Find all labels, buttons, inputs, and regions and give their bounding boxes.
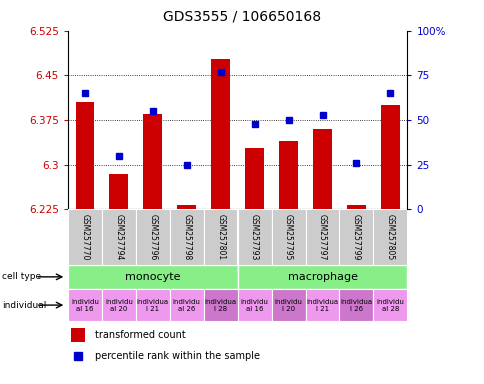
Bar bbox=[169, 209, 203, 265]
Bar bbox=[380, 105, 399, 209]
Bar bbox=[347, 205, 365, 209]
Bar bbox=[143, 114, 162, 209]
Bar bbox=[237, 209, 271, 265]
Bar bbox=[68, 289, 102, 321]
Bar bbox=[211, 59, 229, 209]
Bar bbox=[68, 209, 102, 265]
Bar bbox=[237, 265, 407, 289]
Bar bbox=[271, 289, 305, 321]
Bar bbox=[177, 205, 196, 209]
Bar bbox=[279, 141, 297, 209]
Text: individu
al 16: individu al 16 bbox=[71, 299, 99, 311]
Bar bbox=[136, 289, 169, 321]
Text: individu
al 28: individu al 28 bbox=[376, 299, 404, 311]
Bar bbox=[339, 289, 373, 321]
Bar bbox=[237, 289, 271, 321]
Text: individu
l 20: individu l 20 bbox=[274, 299, 302, 311]
Text: GSM257796: GSM257796 bbox=[148, 214, 157, 260]
Text: individu
al 16: individu al 16 bbox=[240, 299, 268, 311]
Bar bbox=[169, 289, 203, 321]
Text: cell type: cell type bbox=[2, 272, 42, 281]
Bar bbox=[305, 209, 339, 265]
Text: GSM257793: GSM257793 bbox=[250, 214, 258, 260]
Text: GSM257801: GSM257801 bbox=[216, 214, 225, 260]
Bar bbox=[313, 129, 331, 209]
Bar bbox=[136, 209, 169, 265]
Text: individu
al 20: individu al 20 bbox=[105, 299, 133, 311]
Text: GDS3555 / 106650168: GDS3555 / 106650168 bbox=[163, 10, 321, 23]
Bar bbox=[102, 289, 136, 321]
Text: percentile rank within the sample: percentile rank within the sample bbox=[95, 351, 259, 361]
Bar bbox=[109, 174, 128, 209]
Text: GSM257798: GSM257798 bbox=[182, 214, 191, 260]
Text: macrophage: macrophage bbox=[287, 272, 357, 282]
Bar bbox=[68, 265, 237, 289]
Text: GSM257795: GSM257795 bbox=[284, 214, 292, 260]
Bar bbox=[203, 209, 237, 265]
Bar bbox=[76, 102, 94, 209]
Text: monocyte: monocyte bbox=[125, 272, 180, 282]
Text: individual: individual bbox=[2, 301, 46, 310]
Text: individua
l 21: individua l 21 bbox=[136, 299, 168, 311]
Text: GSM257797: GSM257797 bbox=[318, 214, 326, 260]
Bar bbox=[245, 148, 263, 209]
Text: GSM257805: GSM257805 bbox=[385, 214, 394, 260]
Text: individua
l 21: individua l 21 bbox=[306, 299, 338, 311]
Text: GSM257799: GSM257799 bbox=[351, 214, 360, 260]
Bar bbox=[71, 328, 85, 343]
Text: individua
l 28: individua l 28 bbox=[204, 299, 236, 311]
Text: transformed count: transformed count bbox=[95, 330, 185, 340]
Text: GSM257794: GSM257794 bbox=[114, 214, 123, 260]
Bar bbox=[203, 289, 237, 321]
Bar bbox=[305, 289, 339, 321]
Bar bbox=[339, 209, 373, 265]
Bar bbox=[373, 209, 407, 265]
Text: individua
l 26: individua l 26 bbox=[340, 299, 372, 311]
Text: individu
al 26: individu al 26 bbox=[172, 299, 200, 311]
Bar bbox=[271, 209, 305, 265]
Bar bbox=[102, 209, 136, 265]
Text: GSM257770: GSM257770 bbox=[80, 214, 89, 260]
Bar bbox=[373, 289, 407, 321]
